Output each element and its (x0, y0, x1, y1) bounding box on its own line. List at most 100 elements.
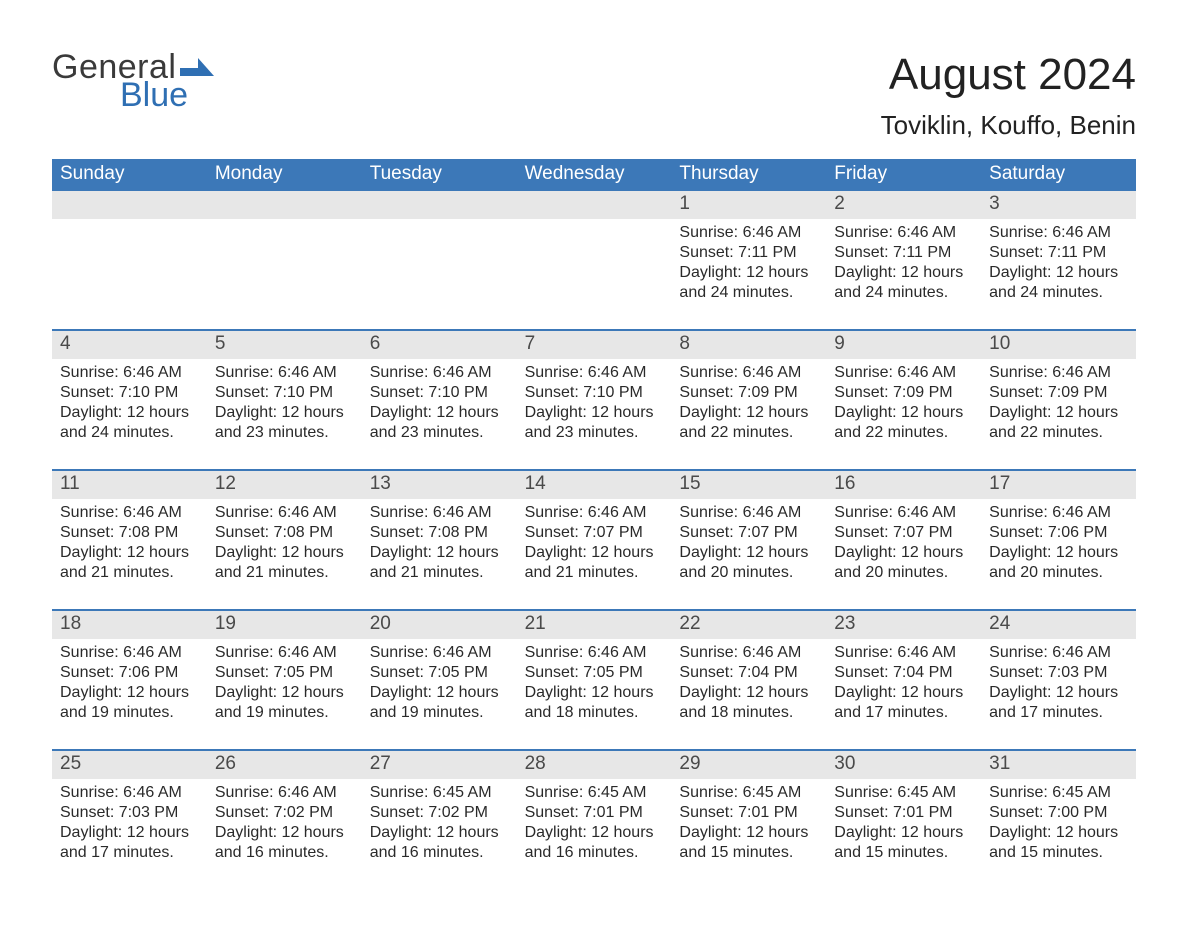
day-number: 13 (362, 471, 517, 499)
day-details: Sunrise: 6:46 AMSunset: 7:09 PMDaylight:… (671, 359, 826, 443)
daylight-line: Daylight: 12 hours and 18 minutes. (525, 683, 664, 723)
sunrise-line: Sunrise: 6:45 AM (370, 783, 509, 803)
day-number: 2 (826, 191, 981, 219)
daylight-line: Daylight: 12 hours and 21 minutes. (370, 543, 509, 583)
daylight-line: Daylight: 12 hours and 20 minutes. (834, 543, 973, 583)
day-number: 10 (981, 331, 1136, 359)
daylight-line: Daylight: 12 hours and 23 minutes. (525, 403, 664, 443)
sunset-line: Sunset: 7:06 PM (989, 523, 1128, 543)
week: 25262728293031 Sunrise: 6:46 AM Sunset: 7:… (52, 749, 1136, 889)
day-number: 16 (826, 471, 981, 499)
day-details (52, 219, 207, 303)
dow-cell: Friday (826, 159, 981, 191)
sunset-line: Sunset: 7:01 PM (525, 803, 664, 823)
dow-cell: Wednesday (517, 159, 672, 191)
day-number: 17 (981, 471, 1136, 499)
sunset-line: Sunset: 7:04 PM (679, 663, 818, 683)
sunrise-line: Sunrise: 6:46 AM (679, 503, 818, 523)
sunset-line: Sunset: 7:05 PM (215, 663, 354, 683)
sunset-line: Sunset: 7:11 PM (679, 243, 818, 263)
sunrise-line: Sunrise: 6:46 AM (215, 363, 354, 383)
sunrise-line: Sunrise: 6:46 AM (525, 643, 664, 663)
brand-logo: General Blue (52, 50, 214, 112)
sunrise-line: Sunrise: 6:46 AM (370, 503, 509, 523)
sunrise-line: Sunrise: 6:46 AM (60, 363, 199, 383)
day-number: 20 (362, 611, 517, 639)
header: General Blue August 2024 Toviklin, Kouff… (52, 50, 1136, 141)
sunrise-line: Sunrise: 6:46 AM (989, 363, 1128, 383)
sunset-line: Sunset: 7:07 PM (525, 523, 664, 543)
daylight-line: Daylight: 12 hours and 17 minutes. (60, 823, 199, 863)
sunrise-line: Sunrise: 6:45 AM (679, 783, 818, 803)
sunset-line: Sunset: 7:06 PM (60, 663, 199, 683)
daylight-line: Daylight: 12 hours and 24 minutes. (60, 403, 199, 443)
day-details: Sunrise: 6:46 AMSunset: 7:03 PMDaylight:… (981, 639, 1136, 723)
sunset-line: Sunset: 7:02 PM (370, 803, 509, 823)
sunset-line: Sunset: 7:09 PM (834, 383, 973, 403)
daylight-line: Daylight: 12 hours and 17 minutes. (989, 683, 1128, 723)
daylight-line: Daylight: 12 hours and 24 minutes. (989, 263, 1128, 303)
week: 18192021222324Sunrise: 6:46 AMSunset: 7:… (52, 609, 1136, 749)
sunset-line: Sunset: 7:10 PM (525, 383, 664, 403)
day-details (517, 219, 672, 303)
day-number: 28 (517, 751, 672, 779)
sunrise-line: Sunrise: 6:46 AM (834, 223, 973, 243)
day-details: Sunrise: 6:46 AMSunset: 7:04 PMDaylight:… (671, 639, 826, 723)
daylight-line: Daylight: 12 hours and 16 minutes. (215, 823, 354, 863)
daylight-line: Daylight: 12 hours and 15 minutes. (679, 823, 818, 863)
daylight-line: Daylight: 12 hours and 15 minutes. (834, 823, 973, 863)
day-details: Sunrise: 6:46 AMSunset: 7:08 PMDaylight:… (52, 499, 207, 583)
sunrise-line: Sunrise: 6:46 AM (60, 783, 199, 803)
daylight-line: Daylight: 12 hours and 23 minutes. (215, 403, 354, 443)
day-number-row: 25262728293031 (52, 749, 1136, 779)
day-number: 24 (981, 611, 1136, 639)
weeks-container: 123Sunrise: 6:46 AMSunset: 7:11 PMDaylig… (52, 191, 1136, 889)
day-number: 30 (826, 751, 981, 779)
day-details (362, 219, 517, 303)
day-body-row: Sunrise: 6:46 AMSunset: 7:08 PMDaylight:… (52, 499, 1136, 609)
daylight-line: Daylight: 12 hours and 24 minutes. (834, 263, 973, 303)
day-details: Sunrise: 6:45 AMSunset: 7:00 PMDaylight:… (981, 779, 1136, 863)
day-number-row: 18192021222324 (52, 609, 1136, 639)
daylight-line: Daylight: 12 hours and 22 minutes. (989, 403, 1128, 443)
day-number: 7 (517, 331, 672, 359)
daylight-line: Daylight: 12 hours and 20 minutes. (989, 543, 1128, 583)
daylight-line: Daylight: 12 hours and 22 minutes. (834, 403, 973, 443)
sunrise-line: Sunrise: 6:45 AM (525, 783, 664, 803)
day-details: Sunrise: 6:45 AMSunset: 7:02 PMDaylight:… (362, 779, 517, 863)
sunrise-line: Sunrise: 6:46 AM (679, 643, 818, 663)
day-number: 22 (671, 611, 826, 639)
day-number: 1 (671, 191, 826, 219)
day-number: 12 (207, 471, 362, 499)
sunrise-line: Sunrise: 6:46 AM (215, 783, 354, 803)
day-body-row: Sunrise: 6:46 AM Sunset: 7:06 PM Daylight:… (52, 639, 1136, 749)
title-block: August 2024 Toviklin, Kouffo, Benin (881, 50, 1136, 141)
day-details: Sunrise: 6:46 AMSunset: 7:05 PMDaylight:… (207, 639, 362, 723)
day-number: 21 (517, 611, 672, 639)
day-details: Sunrise: 6:46 AMSunset: 7:09 PMDaylight:… (981, 359, 1136, 443)
sunrise-line: Sunrise: 6:46 AM (525, 503, 664, 523)
sunset-line: Sunset: 7:05 PM (525, 663, 664, 683)
daylight-line: Daylight: 12 hours and 19 minutes. (215, 683, 354, 723)
sunrise-line: Sunrise: 6:46 AM (525, 363, 664, 383)
day-number: 5 (207, 331, 362, 359)
day-number: 4 (52, 331, 207, 359)
daylight-line: Daylight: 12 hours and 24 minutes. (679, 263, 818, 303)
brand-word2: Blue (120, 78, 214, 112)
week: 45678910Sunrise: 6:46 AMSunset: 7:10 PMD… (52, 329, 1136, 469)
dow-cell: Tuesday (362, 159, 517, 191)
daylight-line: Daylight: 12 hours and 21 minutes. (525, 543, 664, 583)
day-details: Sunrise: 6:46 AMSunset: 7:10 PMDaylight:… (207, 359, 362, 443)
day-number: 9 (826, 331, 981, 359)
day-details: Sunrise: 6:46 AMSunset: 7:11 PMDaylight:… (826, 219, 981, 303)
day-number-row: 11121314151617 (52, 469, 1136, 499)
sunrise-line: Sunrise: 6:46 AM (834, 503, 973, 523)
day-body-row: Sunrise: 6:46 AMSunset: 7:10 PMDaylight:… (52, 359, 1136, 469)
sunrise-line: Sunrise: 6:45 AM (989, 783, 1128, 803)
day-details: Sunrise: 6:46 AMSunset: 7:08 PMDaylight:… (207, 499, 362, 583)
daylight-line: Daylight: 12 hours and 16 minutes. (525, 823, 664, 863)
day-number: 25 (52, 751, 207, 779)
sunrise-line: Sunrise: 6:46 AM (834, 363, 973, 383)
dow-cell: Sunday (52, 159, 207, 191)
day-number (517, 191, 672, 219)
